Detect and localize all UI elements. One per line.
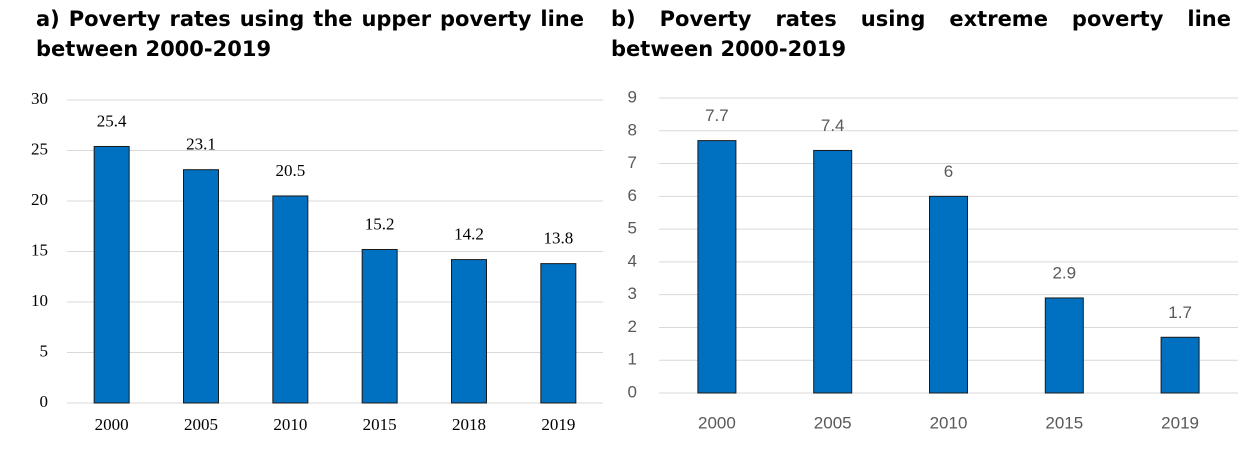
bar: [540, 263, 577, 404]
bar: [183, 169, 219, 404]
bar: [813, 149, 853, 394]
y-tick-label: 0: [628, 382, 637, 401]
x-tick-label: 2005: [184, 415, 218, 434]
bar: [929, 195, 968, 394]
data-label: 7.4: [821, 116, 845, 135]
data-label: 13.8: [543, 229, 573, 248]
x-tick-label: 2000: [698, 413, 736, 432]
y-tick-label: 10: [31, 291, 48, 310]
y-tick-label: 0: [40, 392, 49, 411]
y-tick-label: 6: [628, 186, 637, 205]
data-label: 7.7: [705, 106, 729, 125]
y-tick-label: 3: [628, 284, 637, 303]
bar: [93, 145, 130, 404]
chart-a: 0 5 10 15 20 25 30 2000 25.4 2005 23.1 2010 20.5 2015…: [31, 89, 603, 434]
y-tick-label: 5: [628, 219, 637, 238]
data-label: 20.5: [275, 161, 305, 180]
data-label: 1.7: [1168, 303, 1192, 322]
y-tick-label: 25: [31, 139, 48, 158]
y-tick-label: 2: [628, 317, 637, 336]
chart-b: 0 1 2 3 4 5 6 7 8 9 2000 7.7 2005 7.4 2010 6 2015 2.9 2019…: [628, 87, 1238, 432]
data-label: 14.2: [454, 224, 484, 243]
data-label: 2.9: [1052, 263, 1076, 282]
y-tick-label: 1: [628, 350, 637, 369]
y-tick-label: 30: [31, 89, 48, 108]
bar: [1044, 297, 1084, 394]
y-tick-label: 9: [628, 87, 637, 106]
y-tick-label: 4: [628, 251, 637, 270]
data-label: 15.2: [365, 214, 395, 233]
x-tick-label: 2019: [541, 415, 575, 434]
y-tick-label: 5: [40, 341, 49, 360]
y-tick-label: 15: [31, 240, 48, 259]
data-label: 23.1: [186, 135, 216, 154]
x-tick-label: 2018: [452, 415, 486, 434]
bar: [697, 140, 737, 394]
x-tick-label: 2010: [273, 415, 307, 434]
bar: [272, 195, 309, 404]
data-label: 6: [944, 162, 953, 181]
bar: [361, 248, 398, 404]
y-tick-label: 8: [628, 120, 637, 139]
data-label: 25.4: [97, 111, 127, 130]
x-tick-label: 2019: [1161, 413, 1199, 432]
x-tick-label: 2005: [814, 413, 852, 432]
bar: [1160, 336, 1200, 394]
x-tick-label: 2010: [930, 413, 968, 432]
y-tick-label: 7: [628, 153, 637, 172]
chart-title: b) Poverty rates using extreme poverty l…: [611, 7, 1231, 61]
x-tick-label: 2015: [363, 415, 397, 434]
bar: [451, 259, 487, 404]
y-tick-label: 20: [31, 190, 48, 209]
x-tick-label: 2000: [95, 415, 129, 434]
x-tick-label: 2015: [1045, 413, 1083, 432]
chart-title: a) Poverty rates using the upper poverty…: [36, 7, 584, 61]
